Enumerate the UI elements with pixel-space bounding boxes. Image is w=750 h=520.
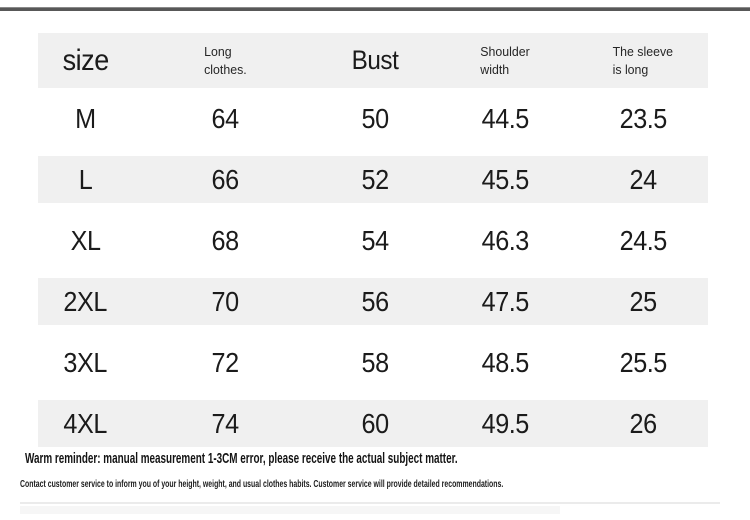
- row-band: L 66 52 45.5 24: [38, 156, 708, 203]
- sleeve-length-value: 24: [629, 163, 657, 195]
- column-header-shoulder-width: Shoulder width: [433, 33, 578, 88]
- bust-value: 60: [361, 407, 390, 439]
- header-line: is long: [612, 61, 649, 77]
- row-band: M 64 50 44.5 23.5: [38, 95, 708, 142]
- cell-size: XL: [38, 217, 133, 264]
- row-band: 4XL 74 60 49.5 26: [38, 400, 708, 447]
- column-header-shoulder-width-label: Shoulder width: [481, 43, 530, 78]
- sleeve-length-value: 25.5: [619, 346, 667, 378]
- cell-sleeve-length: 24.5: [578, 217, 708, 264]
- cell-bust: 56: [318, 278, 433, 325]
- long-clothes-value: 68: [211, 224, 240, 256]
- cell-size: 3XL: [38, 339, 133, 386]
- cell-sleeve-length: 26: [578, 400, 708, 447]
- sleeve-length-value: 23.5: [619, 102, 667, 134]
- header-line: The sleeve: [612, 43, 674, 59]
- cell-bust: 60: [318, 400, 433, 447]
- cell-long-clothes: 64: [133, 95, 318, 142]
- table-row-3xl: 3XL 72 58 48.5 25.5: [38, 339, 708, 400]
- cell-bust: 54: [318, 217, 433, 264]
- long-clothes-value: 70: [211, 285, 240, 317]
- cell-bust: 50: [318, 95, 433, 142]
- cell-long-clothes: 70: [133, 278, 318, 325]
- row-band: XL 68 54 46.3 24.5: [38, 217, 708, 264]
- header-band: size Long clothes. Bust Shoulder width: [38, 33, 708, 88]
- bust-value: 52: [361, 163, 390, 195]
- cell-size: 4XL: [38, 400, 133, 447]
- row-band: 2XL 70 56 47.5 25: [38, 278, 708, 325]
- shoulder-width-value: 49.5: [481, 407, 530, 439]
- table-header-row: size Long clothes. Bust Shoulder width: [38, 33, 708, 95]
- cell-long-clothes: 68: [133, 217, 318, 264]
- shoulder-width-value: 45.5: [481, 163, 530, 195]
- column-header-sleeve-length: The sleeve is long: [578, 33, 708, 88]
- table-row-l: L 66 52 45.5 24: [38, 156, 708, 217]
- shoulder-width-value: 47.5: [481, 285, 530, 317]
- column-header-size-label: size: [62, 43, 109, 77]
- sleeve-length-value: 24.5: [619, 224, 667, 256]
- sleeve-length-value: 25: [629, 285, 657, 317]
- cell-sleeve-length: 25.5: [578, 339, 708, 386]
- header-line: width: [480, 61, 510, 77]
- table-row-xl: XL 68 54 46.3 24.5: [38, 217, 708, 278]
- bust-value: 56: [361, 285, 390, 317]
- cell-shoulder-width: 49.5: [433, 400, 578, 447]
- top-divider-line: [0, 7, 750, 11]
- table-row-m: M 64 50 44.5 23.5: [38, 95, 708, 156]
- long-clothes-value: 64: [211, 102, 240, 134]
- cell-bust: 58: [318, 339, 433, 386]
- cell-long-clothes: 66: [133, 156, 318, 203]
- column-header-long-clothes: Long clothes.: [133, 33, 318, 88]
- size-label: L: [78, 163, 93, 195]
- size-label: 3XL: [63, 346, 108, 378]
- shoulder-width-value: 46.3: [481, 224, 530, 256]
- long-clothes-value: 72: [211, 346, 240, 378]
- shoulder-width-value: 44.5: [481, 102, 530, 134]
- faint-artifact-line: [20, 506, 560, 514]
- header-line: Long: [204, 43, 232, 59]
- size-label: 2XL: [63, 285, 108, 317]
- cell-size: 2XL: [38, 278, 133, 325]
- contact-note-text: Contact customer service to inform you o…: [20, 478, 504, 490]
- column-header-bust: Bust: [318, 33, 433, 88]
- size-label: 4XL: [63, 407, 108, 439]
- size-label: XL: [70, 224, 101, 256]
- shoulder-width-value: 48.5: [481, 346, 530, 378]
- warm-reminder-text: Warm reminder: manual measurement 1-3CM …: [25, 450, 458, 467]
- table-row-4xl: 4XL 74 60 49.5 26: [38, 400, 708, 461]
- bust-value: 54: [361, 224, 390, 256]
- column-header-long-clothes-label: Long clothes.: [204, 43, 247, 78]
- sleeve-length-value: 26: [629, 407, 657, 439]
- column-header-sleeve-length-label: The sleeve is long: [613, 43, 673, 78]
- column-header-size: size: [38, 33, 133, 88]
- size-label: M: [75, 102, 96, 134]
- cell-shoulder-width: 46.3: [433, 217, 578, 264]
- cell-long-clothes: 74: [133, 400, 318, 447]
- header-line: Shoulder: [480, 43, 531, 59]
- cell-shoulder-width: 45.5: [433, 156, 578, 203]
- header-line: clothes.: [204, 61, 247, 77]
- long-clothes-value: 66: [211, 163, 240, 195]
- row-band: 3XL 72 58 48.5 25.5: [38, 339, 708, 386]
- cell-sleeve-length: 24: [578, 156, 708, 203]
- size-chart-table: size Long clothes. Bust Shoulder width: [38, 33, 708, 461]
- long-clothes-value: 74: [211, 407, 240, 439]
- cell-size: M: [38, 95, 133, 142]
- table-row-2xl: 2XL 70 56 47.5 25: [38, 278, 708, 339]
- column-header-bust-label: Bust: [352, 45, 399, 75]
- bust-value: 58: [361, 346, 390, 378]
- cell-sleeve-length: 23.5: [578, 95, 708, 142]
- cell-shoulder-width: 44.5: [433, 95, 578, 142]
- cell-size: L: [38, 156, 133, 203]
- cell-shoulder-width: 48.5: [433, 339, 578, 386]
- cell-bust: 52: [318, 156, 433, 203]
- faint-artifact-line: [20, 502, 720, 504]
- cell-sleeve-length: 25: [578, 278, 708, 325]
- bust-value: 50: [361, 102, 390, 134]
- cell-long-clothes: 72: [133, 339, 318, 386]
- cell-shoulder-width: 47.5: [433, 278, 578, 325]
